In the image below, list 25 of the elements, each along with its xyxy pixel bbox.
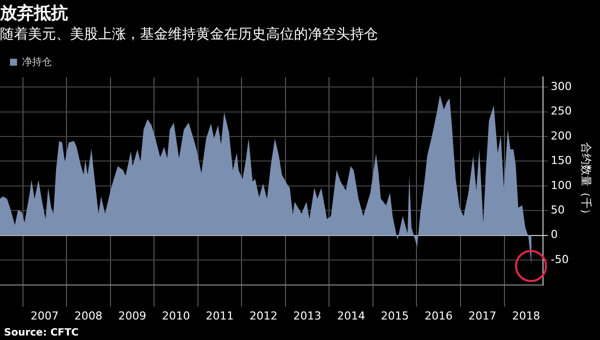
x-tick-label: 2018 xyxy=(512,309,540,322)
legend-label: 净持仓 xyxy=(22,56,52,68)
y-tick-label: 200 xyxy=(550,129,572,142)
y-tick-label: -50 xyxy=(550,252,569,266)
y-tick-label: 250 xyxy=(550,104,572,118)
x-tick-label: 2008 xyxy=(74,309,102,322)
x-tick-label: 2007 xyxy=(30,309,59,322)
x-tick-label: 2016 xyxy=(424,309,453,322)
y-tick-label: 0 xyxy=(550,228,558,242)
y-tick-label: 50 xyxy=(550,204,565,217)
x-tick-label: 2009 xyxy=(118,309,146,322)
chart-subtitle: 随着美元、美股上涨，基金维持黄金在历史高位的净空头持仓 xyxy=(0,26,378,42)
x-tick-label: 2013 xyxy=(293,309,322,322)
y-tick-label: 300 xyxy=(550,80,572,93)
y-tick-label: 150 xyxy=(550,154,572,168)
y-axis-title: 合约数量（千） xyxy=(580,142,593,220)
x-tick-label: 2012 xyxy=(250,309,278,322)
x-tick-label: 2015 xyxy=(380,309,409,322)
y-tick-label: 100 xyxy=(550,178,572,192)
x-tick-label: 2010 xyxy=(162,309,190,322)
chart-title: 放弃抵抗 xyxy=(0,2,68,24)
x-tick-label: 2011 xyxy=(206,309,234,322)
x-tick-label: 2017 xyxy=(468,309,496,322)
x-tick-label: 2014 xyxy=(337,309,366,322)
source-note: Source: CFTC xyxy=(4,328,79,339)
